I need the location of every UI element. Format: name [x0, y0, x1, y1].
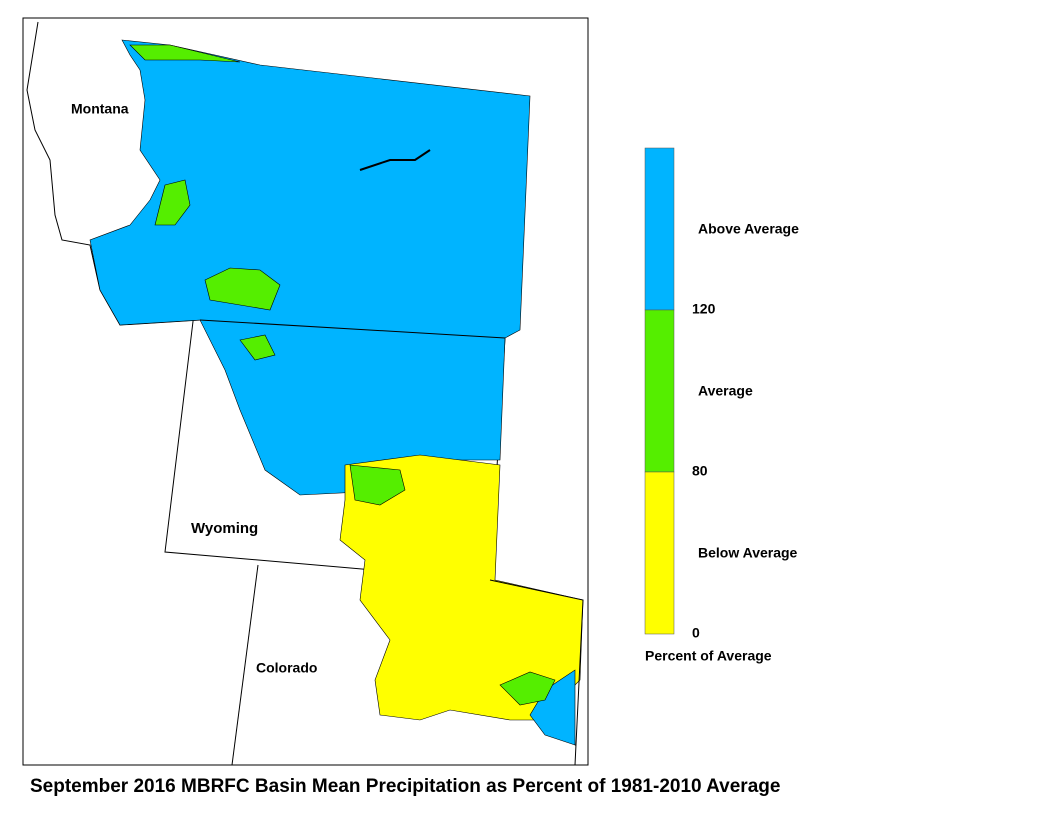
legend-label: Above Average: [698, 221, 799, 237]
state-border: [489, 579, 584, 766]
reservoir: [359, 149, 431, 171]
average-region: [349, 464, 406, 506]
colorado-outline: [231, 564, 259, 766]
legend-tick-label: 80: [692, 463, 708, 479]
state-label: Wyoming: [191, 520, 258, 537]
average-region: [129, 44, 241, 63]
state-label: Montana: [71, 101, 129, 117]
above-average-region: [89, 39, 531, 496]
average-region: [499, 671, 556, 706]
above-average-region: [529, 669, 576, 746]
below-average-region: [339, 454, 584, 746]
legend-tick-label: 0: [692, 625, 700, 641]
legend-swatch: [644, 309, 675, 473]
legend-label: Below Average: [698, 545, 798, 561]
map-title: September 2016 MBRFC Basin Mean Precipit…: [30, 776, 780, 797]
legend-caption: Percent of Average: [645, 648, 772, 664]
average-region: [154, 179, 191, 226]
state-border: [199, 319, 506, 339]
legend-swatch: [644, 147, 675, 311]
legend-label: Average: [698, 383, 753, 399]
state-label: Colorado: [256, 660, 317, 676]
legend-swatch: [644, 471, 675, 635]
average-region: [204, 267, 281, 311]
average-region: [239, 334, 276, 361]
legend: Above Average Average Below Average 120 80 0 P…: [644, 147, 799, 664]
legend-tick-label: 120: [692, 301, 716, 317]
map: Montana Wyoming Colorado: [26, 21, 584, 766]
